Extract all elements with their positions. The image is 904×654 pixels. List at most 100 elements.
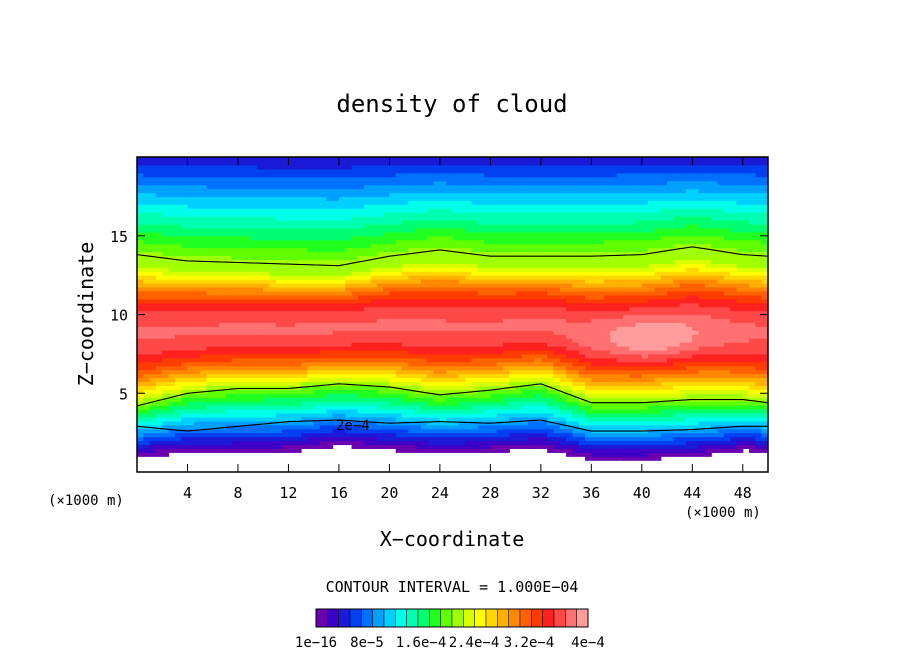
field-cell (244, 227, 252, 233)
field-cell (364, 220, 372, 225)
field-cell (275, 157, 283, 162)
field-cell (490, 393, 498, 398)
field-cell (256, 220, 264, 225)
field-cell (319, 342, 327, 347)
field-cell (471, 409, 479, 414)
field-cell (275, 389, 283, 394)
field-cell (484, 381, 491, 386)
field-cell (181, 168, 189, 174)
field-cell (219, 168, 226, 174)
field-cell (502, 416, 510, 422)
field-cell (376, 251, 384, 257)
field-cell (427, 247, 435, 253)
field-cell (389, 235, 397, 241)
field-cell (521, 420, 529, 426)
field-cell (471, 172, 479, 178)
field-cell (389, 275, 397, 280)
field-cell (452, 405, 460, 410)
field-cell (219, 160, 226, 166)
field-cell (219, 231, 226, 237)
field-cell (383, 192, 390, 197)
field-cell (155, 160, 163, 166)
field-cell (357, 424, 365, 430)
field-cell (439, 255, 447, 260)
field-cell (237, 216, 245, 221)
field-cell (225, 223, 233, 229)
field-cell (294, 286, 302, 292)
field-cell (465, 369, 473, 375)
field-cell (256, 298, 264, 304)
field-cell (168, 160, 176, 166)
field-cell (357, 314, 365, 320)
field-cell (187, 405, 195, 410)
field-cell (181, 192, 189, 197)
field-cell (547, 239, 555, 245)
field-cell (168, 188, 176, 194)
field-cell (181, 349, 189, 355)
field-cell (547, 381, 555, 386)
field-cell (446, 247, 454, 253)
field-cell (534, 389, 542, 394)
field-cell (143, 192, 151, 197)
field-cell (383, 369, 390, 375)
field-cell (540, 227, 548, 233)
field-cell (553, 255, 561, 260)
field-cell (269, 204, 277, 209)
field-cell (414, 393, 422, 398)
field-cell (137, 373, 144, 379)
field-cell (465, 223, 473, 229)
field-cell (269, 239, 277, 245)
field-cell (137, 160, 144, 166)
field-cell (332, 231, 340, 237)
field-cell (446, 416, 454, 422)
field-cell (288, 377, 296, 383)
field-cell (332, 188, 340, 194)
field-cell (301, 389, 308, 394)
field-cell (332, 361, 340, 367)
field-cell (332, 235, 340, 241)
field-cell (250, 286, 258, 292)
field-cell (326, 275, 334, 280)
field-cell (515, 302, 523, 308)
field-cell (509, 389, 517, 394)
field-cell (206, 428, 214, 434)
field-cell (357, 220, 365, 225)
field-cell (547, 377, 555, 383)
field-cell (200, 444, 208, 449)
field-cell (187, 172, 195, 178)
field-cell (521, 302, 529, 308)
field-cell (168, 247, 176, 253)
field-cell (383, 247, 390, 253)
field-cell (193, 294, 201, 300)
field-cell (465, 322, 473, 327)
field-cell (326, 188, 334, 194)
field-cell (376, 239, 384, 245)
field-cell (193, 216, 201, 221)
field-cell (282, 164, 290, 170)
field-cell (547, 397, 555, 402)
field-cell (338, 157, 346, 162)
field-cell (433, 239, 441, 245)
field-cell (288, 208, 296, 213)
field-cell (149, 302, 157, 308)
field-cell (502, 405, 510, 410)
field-cell (301, 306, 308, 312)
field-cell (427, 192, 435, 197)
field-cell (490, 204, 498, 209)
field-cell (237, 397, 245, 402)
field-cell (376, 231, 384, 237)
field-cell (502, 298, 510, 304)
field-cell (433, 342, 441, 347)
field-cell (250, 208, 258, 213)
field-cell (301, 365, 308, 371)
field-cell (263, 255, 271, 260)
field-cell (294, 322, 302, 327)
field-cell (528, 436, 536, 442)
field-cell (212, 432, 220, 438)
field-cell (237, 176, 245, 182)
field-cell (250, 188, 258, 194)
field-cell (521, 389, 529, 394)
field-cell (237, 424, 245, 430)
field-cell (225, 393, 233, 398)
field-cell (376, 412, 384, 418)
